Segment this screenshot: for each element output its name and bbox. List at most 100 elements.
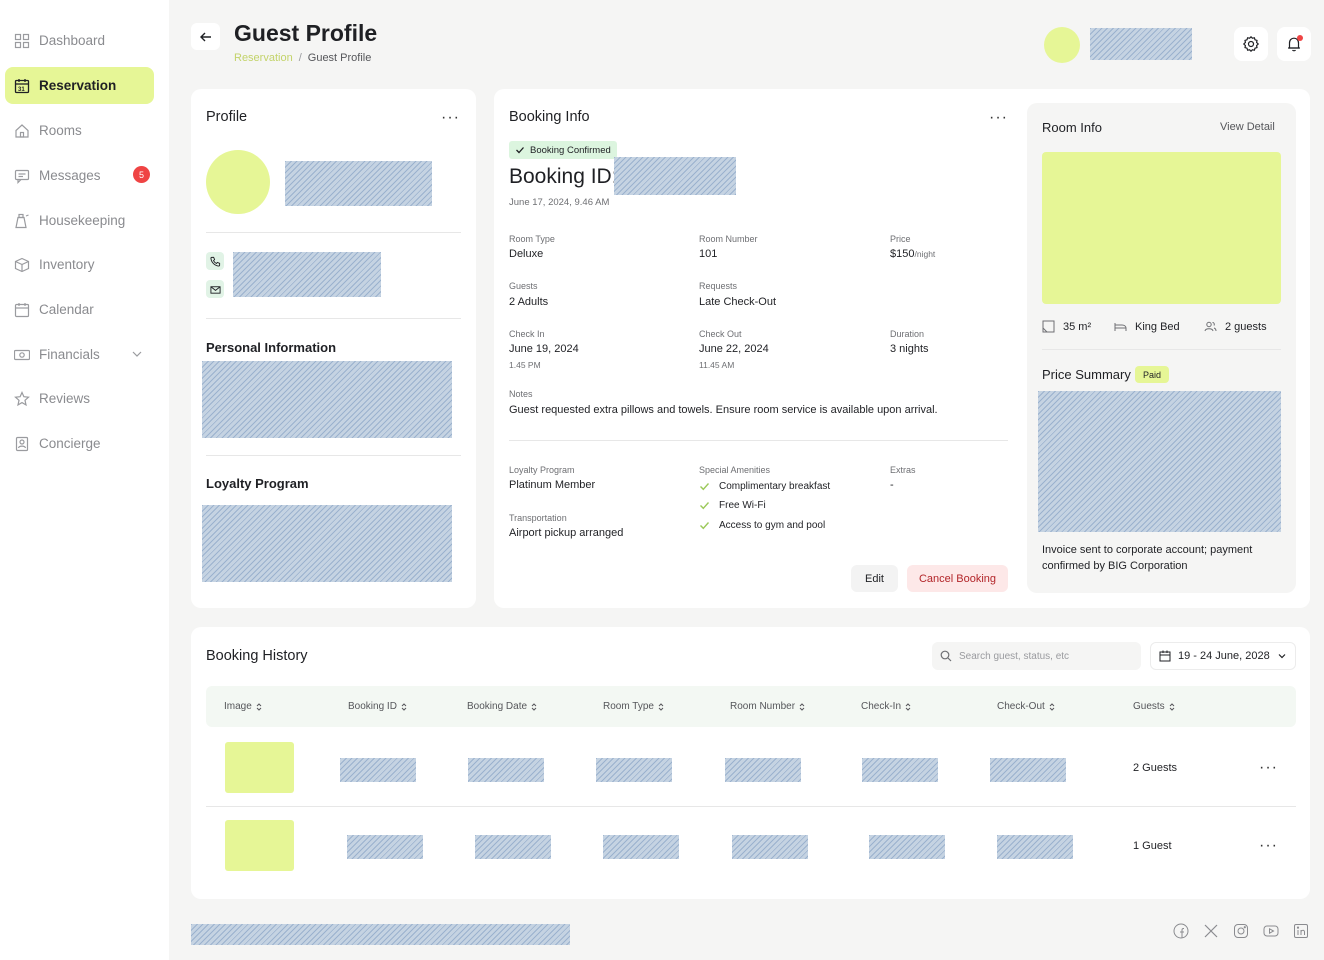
loyalty-label: Loyalty Program (509, 465, 575, 475)
notifications-button[interactable] (1277, 27, 1311, 61)
divider (206, 318, 461, 319)
sidebar-item-housekeeping[interactable]: Housekeeping (5, 202, 154, 239)
check-icon (700, 483, 710, 491)
facebook-icon[interactable] (1173, 923, 1191, 941)
guests-cell: 2 Guests (1133, 762, 1178, 774)
amenity-label: Complimentary breakfast (719, 481, 831, 492)
room-number-label: Room Number (699, 234, 758, 244)
column-header-image[interactable]: Image (224, 701, 263, 712)
room-thumbnail (225, 742, 294, 793)
column-header-check-in[interactable]: Check-In (861, 701, 912, 712)
check-icon (700, 522, 710, 530)
breadcrumb: Reservation / Guest Profile (234, 52, 371, 64)
room-bed-label: King Bed (1135, 320, 1180, 333)
column-header-check-out[interactable]: Check-Out (997, 701, 1056, 712)
settings-button[interactable] (1234, 27, 1268, 61)
avatar[interactable] (1044, 27, 1080, 63)
room-capacity-label: 2 guests (1225, 320, 1267, 333)
column-header-room-type[interactable]: Room Type (603, 701, 665, 712)
sidebar-item-label: Reviews (39, 391, 91, 406)
column-header-booking-date[interactable]: Booking Date (467, 701, 538, 712)
check-in-date: June 19, 2024 (509, 343, 579, 355)
sort-icon (531, 702, 537, 711)
area-icon (1042, 320, 1055, 333)
transportation-value: Airport pickup arranged (509, 527, 624, 539)
room-bed: King Bed (1114, 320, 1180, 333)
search-icon (940, 650, 952, 662)
notes-value: Guest requested extra pillows and towels… (509, 404, 938, 416)
sidebar-item-rooms[interactable]: Rooms (5, 112, 154, 149)
booking-more-button[interactable]: ··· (989, 109, 1008, 126)
amenity-item: Free Wi-Fi (699, 500, 766, 511)
date-range-picker[interactable]: 19 - 24 June, 2028 (1150, 642, 1296, 670)
booking-date-cell-redacted (468, 758, 544, 782)
back-button[interactable] (191, 23, 220, 50)
room-size-label: 35 m² (1063, 320, 1092, 333)
page-title: Guest Profile (234, 20, 378, 46)
cancel-booking-button[interactable]: Cancel Booking (907, 565, 1008, 592)
search-input[interactable]: Search guest, status, etc (932, 642, 1141, 670)
edit-button[interactable]: Edit (851, 565, 898, 592)
chevron-down-icon[interactable] (130, 347, 144, 361)
booking-card-title: Booking Info (509, 109, 590, 125)
contact-details-redacted (233, 252, 381, 297)
sidebar-item-financials[interactable]: Financials (5, 336, 154, 373)
divider (509, 440, 1008, 441)
box-icon (13, 256, 31, 274)
column-header-room-number[interactable]: Room Number (730, 701, 806, 712)
check-in-label: Check In (509, 329, 545, 339)
column-header-guests[interactable]: Guests (1133, 701, 1176, 712)
sidebar-item-reviews[interactable]: Reviews (5, 380, 154, 417)
bell-icon (1288, 37, 1300, 52)
room-type-label: Room Type (509, 234, 555, 244)
sidebar-item-label: Reservation (39, 78, 117, 93)
sidebar-item-messages[interactable]: Messages 5 (5, 157, 154, 194)
messages-count-badge: 5 (133, 166, 150, 183)
instagram-icon[interactable] (1233, 923, 1251, 941)
view-detail-link[interactable]: View Detail (1220, 121, 1275, 133)
guest-avatar (206, 150, 270, 214)
divider (206, 806, 1296, 807)
sidebar-item-reservation[interactable]: 31 Reservation (5, 67, 154, 104)
extras-value: - (890, 479, 894, 491)
breadcrumb-link-reservation[interactable]: Reservation (234, 52, 293, 64)
invoice-notes: Invoice sent to corporate account; payme… (1042, 544, 1253, 572)
sidebar-item-dashboard[interactable]: Dashboard (5, 22, 154, 59)
youtube-icon[interactable] (1263, 923, 1281, 941)
money-icon (13, 346, 31, 364)
guests-label: Guests (509, 281, 538, 291)
check-in-time: 1.45 PM (509, 360, 541, 370)
personal-info-redacted (202, 361, 452, 438)
check-out-cell-redacted (990, 758, 1066, 782)
sort-icon (256, 702, 262, 711)
row-more-button[interactable]: ··· (1259, 837, 1278, 854)
calendar-31-icon: 31 (13, 77, 31, 95)
booking-created-date: June 17, 2024, 9.46 AM (509, 197, 610, 208)
row-more-button[interactable]: ··· (1259, 759, 1278, 776)
booking-id-redacted (614, 157, 736, 195)
home-icon (13, 122, 31, 140)
status-badge: Booking Confirmed (509, 141, 617, 159)
sidebar-item-calendar[interactable]: Calendar (5, 291, 154, 328)
booking-history-title: Booking History (206, 648, 308, 664)
gear-icon (1242, 35, 1260, 53)
sidebar-item-inventory[interactable]: Inventory (5, 246, 154, 283)
mail-icon (206, 280, 224, 298)
breadcrumb-current: Guest Profile (307, 52, 372, 64)
user-name-redacted (1090, 28, 1192, 60)
status-badge-label: Booking Confirmed (530, 144, 611, 156)
profile-more-button[interactable]: ··· (441, 109, 460, 126)
sidebar-item-concierge[interactable]: Concierge (5, 425, 154, 462)
room-capacity: 2 guests (1204, 320, 1267, 333)
sort-icon (799, 702, 805, 711)
search-placeholder: Search guest, status, etc (959, 650, 1070, 662)
x-icon[interactable] (1203, 923, 1221, 941)
star-icon (13, 390, 31, 408)
check-out-cell-redacted (997, 835, 1073, 859)
guest-name-redacted (285, 161, 432, 206)
calendar-icon (13, 301, 31, 319)
sidebar-item-label: Financials (39, 347, 100, 362)
column-header-booking-id[interactable]: Booking ID (348, 701, 408, 712)
linkedin-icon[interactable] (1293, 923, 1311, 941)
loyalty-value: Platinum Member (509, 479, 596, 491)
